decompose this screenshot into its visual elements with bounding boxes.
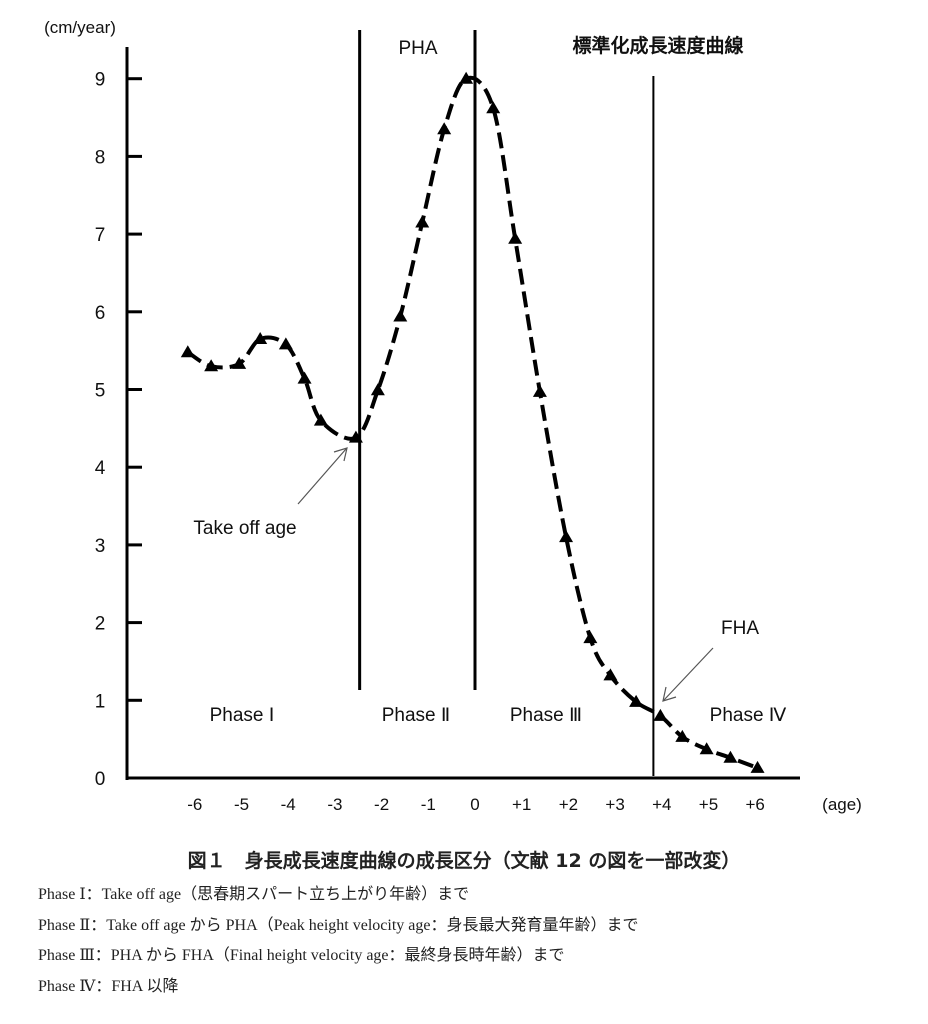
- data-point-triangle: [603, 668, 618, 681]
- y-tick-label: 1: [95, 691, 106, 712]
- note-phase-1: Phase Ⅰ：Take off age（思春期スパート立ち上がり年齢）まで: [38, 886, 470, 903]
- data-point-triangle: [653, 708, 668, 721]
- data-point-triangle: [437, 122, 452, 135]
- data-point-triangle: [393, 309, 408, 322]
- note-phase-2: Phase Ⅱ：Take off age から PHA（Peak height …: [38, 916, 639, 934]
- data-point-triangle: [750, 760, 765, 773]
- x-axis-label: (age): [822, 795, 862, 814]
- x-tick-label: -2: [374, 795, 389, 814]
- data-point-triangle: [508, 231, 523, 244]
- x-tick-label: 0: [470, 795, 479, 814]
- data-point-triangle: [532, 384, 547, 397]
- figure-caption: 図１ 身長成長速度曲線の成長区分（文献 12 の図を一部改変）: [187, 850, 741, 872]
- note-phase-3: Phase Ⅲ：PHA から FHA（Final height velocity…: [38, 947, 565, 964]
- x-tick-label: -1: [421, 795, 436, 814]
- x-tick-label: -6: [187, 795, 202, 814]
- y-tick-label: 3: [95, 536, 106, 557]
- y-tick-label: 6: [95, 303, 106, 324]
- y-tick-label: 9: [95, 70, 106, 91]
- data-point-triangle: [675, 729, 690, 742]
- data-point-triangle: [370, 383, 385, 396]
- y-tick-label: 8: [95, 147, 106, 168]
- y-axis-label: (cm/year): [44, 18, 116, 37]
- phase-3-label: Phase Ⅲ: [510, 705, 582, 726]
- fha-annotation: FHA: [721, 618, 759, 639]
- data-point-triangle: [723, 750, 738, 763]
- data-point-triangle: [180, 345, 195, 358]
- take-off-arrowhead: [333, 447, 348, 462]
- phase-2-label: Phase Ⅱ: [382, 705, 451, 726]
- phase-1-label: Phase Ⅰ: [210, 705, 275, 726]
- x-tick-label: -5: [234, 795, 249, 814]
- take-off-arrow: [297, 448, 347, 505]
- take-off-age-annotation: Take off age: [193, 518, 296, 539]
- data-point-triangle: [204, 359, 219, 372]
- x-tick-label: -4: [281, 795, 296, 814]
- data-point-triangle: [559, 530, 574, 543]
- y-tick-label: 2: [95, 614, 106, 635]
- chart-title: 標準化成長速度曲線: [572, 34, 743, 57]
- x-tick-label: -3: [327, 795, 342, 814]
- data-point-triangle: [253, 331, 268, 344]
- data-point-triangle: [348, 430, 363, 443]
- x-tick-label: +6: [746, 795, 765, 814]
- y-tick-label: 4: [95, 458, 106, 479]
- data-point-triangle: [415, 215, 430, 228]
- x-tick-label: +5: [699, 795, 718, 814]
- data-point-triangle: [278, 337, 293, 350]
- y-tick-label: 5: [95, 381, 106, 402]
- data-point-triangle: [486, 101, 501, 114]
- x-tick-label: +2: [559, 795, 578, 814]
- data-point-triangle: [232, 356, 247, 369]
- data-point-triangle: [459, 71, 474, 84]
- data-point-triangle: [583, 631, 598, 644]
- phase-notes: Phase Ⅰ：Take off age（思春期スパート立ち上がり年齢）まで P…: [38, 880, 638, 1002]
- y-tick-label: 7: [95, 225, 106, 246]
- phase-4-label: Phase Ⅳ: [710, 705, 787, 726]
- growth-velocity-chart: (cm/year) 標準化成長速度曲線 PHA (age) 0 1 2 3 4 5 6 7 8 9…: [44, 18, 862, 814]
- data-point-triangle: [629, 694, 644, 707]
- note-phase-4: Phase Ⅳ：FHA 以降: [38, 977, 179, 995]
- data-point-triangle: [297, 371, 312, 384]
- data-point-triangle: [699, 742, 714, 755]
- x-tick-label: +1: [512, 795, 531, 814]
- x-tick-label: +3: [605, 795, 624, 814]
- fha-arrowhead: [662, 686, 677, 702]
- data-point-triangle: [313, 413, 328, 426]
- pha-label: PHA: [398, 38, 437, 59]
- growth-velocity-curve: [186, 75, 759, 770]
- fha-arrow: [663, 647, 714, 701]
- x-tick-label: +4: [652, 795, 671, 814]
- y-tick-label: 0: [95, 769, 106, 790]
